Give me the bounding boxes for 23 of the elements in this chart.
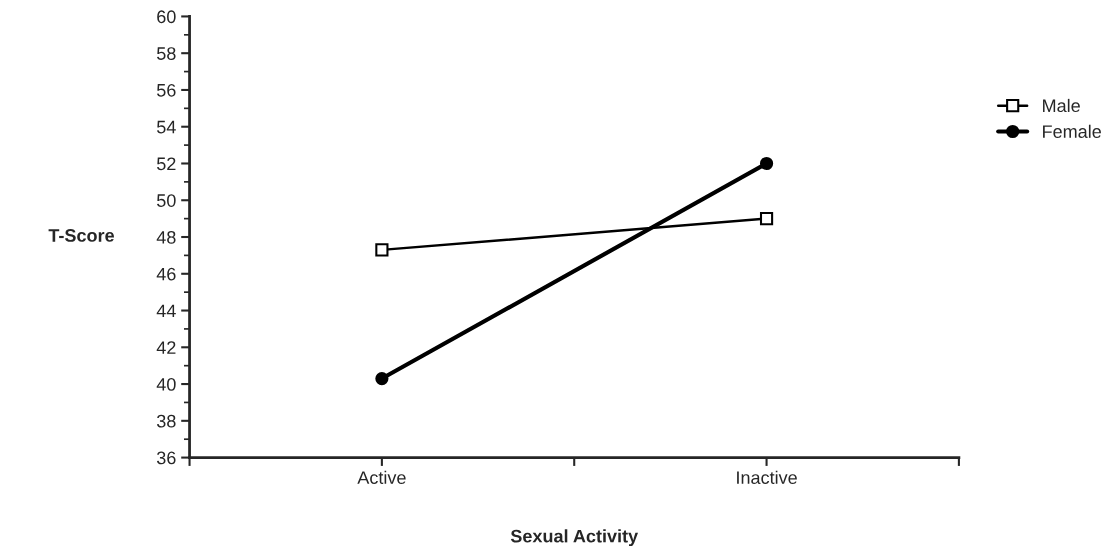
x-tick-label: Active <box>357 470 406 485</box>
y-tick-label: 52 <box>157 157 176 171</box>
x-tick-label: Inactive <box>737 470 797 485</box>
point <box>759 212 774 226</box>
point <box>375 371 389 386</box>
y-tick-label: 60 <box>157 10 176 24</box>
y-tick-label: 38 <box>156 414 176 428</box>
point <box>375 243 389 257</box>
y-tick-label: 56 <box>157 83 176 97</box>
y-axis-title: T-Score <box>48 229 114 242</box>
y-tick-label: 58 <box>157 47 176 60</box>
y-tick-label: 40 <box>156 377 176 391</box>
y-tick-label: 44 <box>156 304 176 318</box>
y-tick-label: 36 <box>156 451 176 465</box>
point <box>759 156 774 171</box>
x-axis-title: Sexual Activity <box>510 529 639 547</box>
legend-label: Female <box>1043 124 1101 138</box>
y-tick-label: 46 <box>156 267 176 281</box>
legend-label: Male <box>1043 98 1080 113</box>
y-tick-label: 42 <box>156 341 176 354</box>
y-tick-label: 48 <box>156 230 176 244</box>
y-tick-label: 50 <box>157 194 176 207</box>
y-tick-label: 54 <box>157 120 176 134</box>
